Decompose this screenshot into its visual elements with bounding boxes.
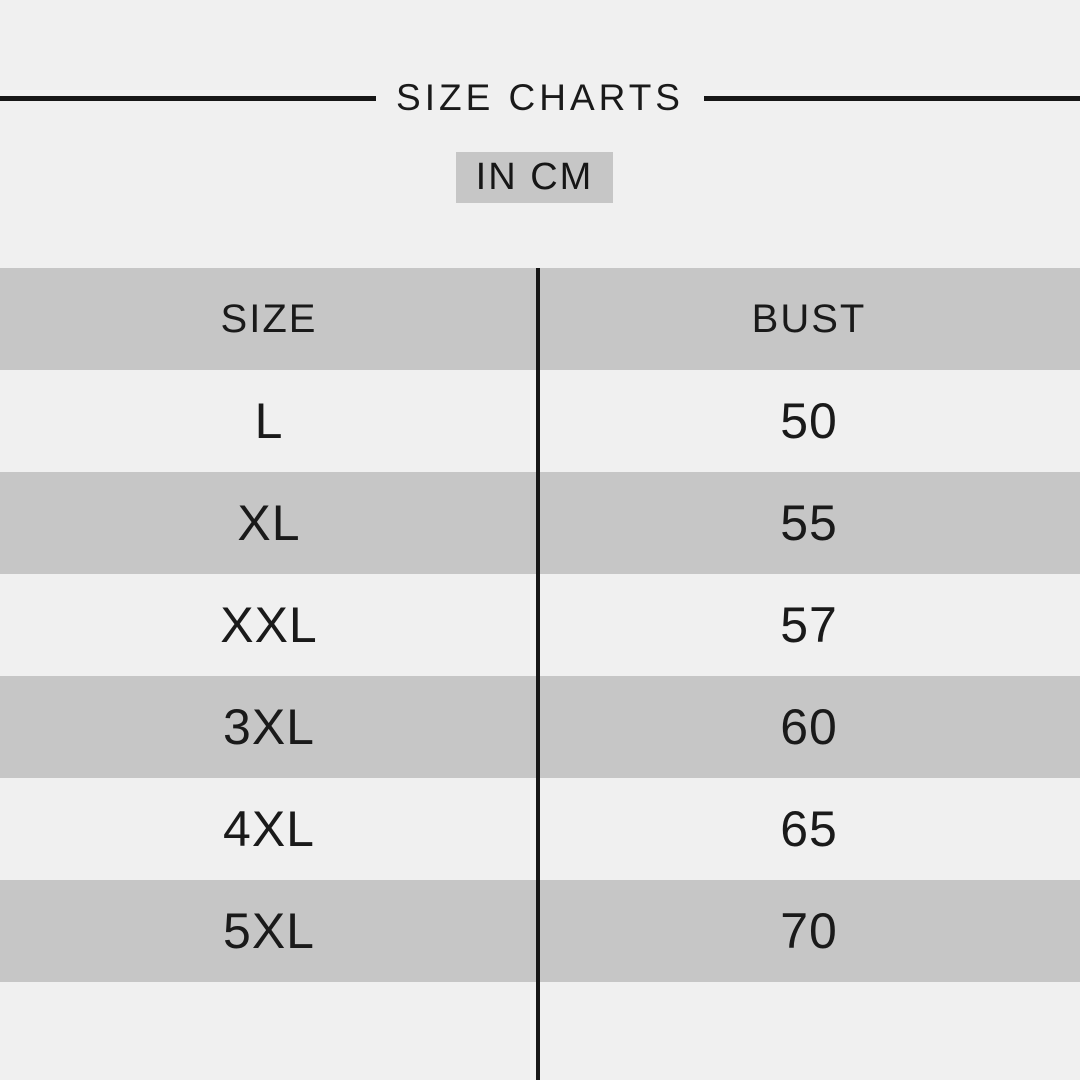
- column-header-size: SIZE: [220, 296, 318, 341]
- size-cell: XL: [237, 495, 301, 551]
- table-row: 4XL 65: [0, 778, 1080, 880]
- column-divider-line: [536, 268, 540, 1080]
- table-row: XL 55: [0, 472, 1080, 574]
- bust-cell: 70: [780, 903, 838, 959]
- size-table: SIZE BUST L 50 XL 55 XXL 57 3XL 60 4XL 6…: [0, 268, 1080, 982]
- table-row: XXL 57: [0, 574, 1080, 676]
- table-row: L 50: [0, 370, 1080, 472]
- unit-badge: IN CM: [456, 152, 613, 203]
- size-cell: 4XL: [223, 801, 315, 857]
- table-row: 3XL 60: [0, 676, 1080, 778]
- column-header-bust: BUST: [751, 296, 867, 341]
- title-row: SIZE CHARTS: [0, 76, 1080, 120]
- bust-cell: 65: [780, 801, 838, 857]
- size-cell: L: [254, 393, 284, 449]
- title-rule-right: [703, 95, 1080, 101]
- bust-cell: 50: [780, 393, 838, 449]
- table-header-row: SIZE BUST: [0, 268, 1080, 370]
- size-cell: XXL: [220, 597, 318, 653]
- title-rule-left: [0, 95, 377, 101]
- bust-cell: 55: [780, 495, 838, 551]
- bust-cell: 60: [780, 699, 838, 755]
- bust-cell: 57: [780, 597, 838, 653]
- table-row: 5XL 70: [0, 880, 1080, 982]
- size-cell: 3XL: [223, 699, 315, 755]
- size-cell: 5XL: [223, 903, 315, 959]
- page-title: SIZE CHARTS: [396, 77, 684, 118]
